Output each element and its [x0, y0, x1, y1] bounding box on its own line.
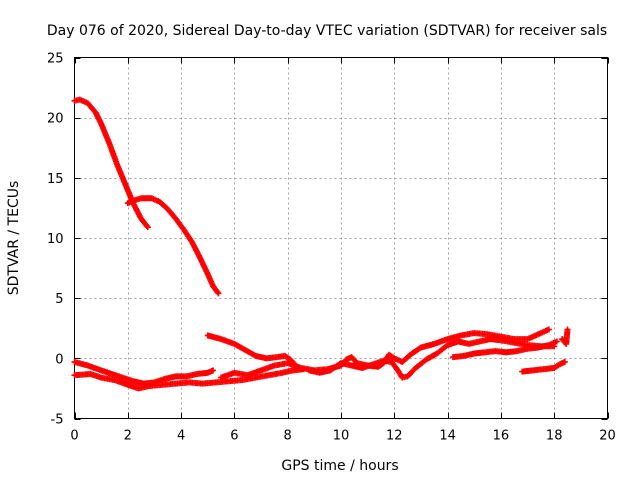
data-point: [553, 338, 560, 345]
y-tick-label: -5: [51, 413, 64, 428]
x-tick-label: 16: [493, 429, 510, 444]
series-track-h: [449, 338, 560, 361]
x-tick-label: 0: [70, 429, 78, 444]
chart-title: Day 076 of 2020, Sidereal Day-to-day VTE…: [47, 23, 607, 39]
series-track-e: [71, 366, 307, 392]
y-tick-label: 25: [47, 52, 64, 67]
y-axis-label: SDTVAR / TECUs: [6, 181, 22, 296]
data-series: [71, 96, 571, 392]
y-tick-label: 20: [47, 112, 64, 127]
x-axis-label: GPS time / hours: [281, 458, 398, 474]
x-tick-label: 14: [439, 429, 456, 444]
axis-ticks: 0 2 4 6 8 10 12 14 16 18 20 -5 0 5 10 15 20 25: [47, 52, 616, 444]
series-track-c: [204, 332, 299, 369]
y-tick-label: 5: [55, 292, 63, 307]
series-track-b: [124, 195, 222, 297]
data-point: [144, 224, 151, 231]
data-point: [210, 367, 217, 374]
x-tick-label: 18: [546, 429, 563, 444]
x-tick-label: 4: [177, 429, 185, 444]
series-track-j: [559, 326, 571, 347]
x-tick-label: 10: [333, 429, 350, 444]
y-tick-label: 0: [55, 352, 63, 367]
data-point: [561, 358, 568, 365]
x-tick-label: 2: [124, 429, 132, 444]
x-tick-label: 20: [599, 429, 616, 444]
x-tick-label: 12: [386, 429, 403, 444]
data-point: [215, 290, 222, 297]
y-tick-label: 15: [47, 172, 64, 187]
series-track-a: [71, 96, 151, 231]
data-point: [559, 336, 566, 343]
x-tick-label: 6: [230, 429, 238, 444]
x-tick-label: 8: [284, 429, 292, 444]
series-track-i: [519, 358, 568, 375]
y-tick-label: 10: [47, 232, 64, 247]
data-point: [545, 326, 552, 333]
